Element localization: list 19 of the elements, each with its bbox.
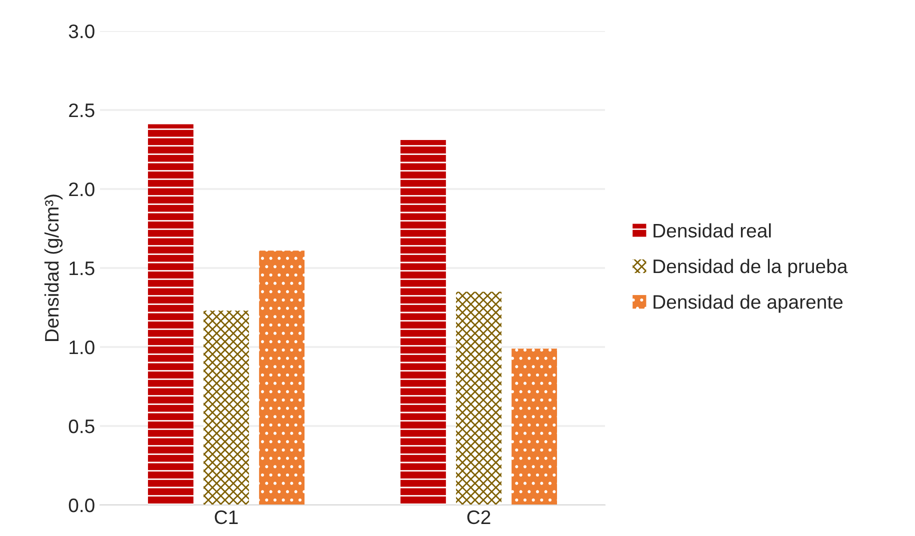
x-tick-label: C1 (214, 510, 238, 524)
bar (456, 292, 502, 505)
y-tick-label: 1.0 (70, 340, 94, 354)
bar (400, 140, 446, 505)
bar (204, 310, 249, 505)
y-tick-label: 2.0 (69, 182, 94, 196)
y-tick-label: 0.5 (68, 419, 94, 434)
y-tick-label: 1.5 (70, 262, 94, 276)
y-tick-label: 0.0 (68, 498, 94, 512)
y-axis-title: Densidad (g/cm³) (44, 194, 63, 341)
legend-label: Densidad de la prueba (654, 258, 848, 278)
y-tick-label: 2.5 (69, 103, 94, 118)
bar (148, 124, 194, 505)
legend-label: Densidad real (654, 223, 771, 238)
y-tick-label: 3.0 (68, 24, 94, 38)
x-tick-label: C2 (467, 510, 490, 524)
legend-label: Densidad de aparente (654, 294, 843, 313)
bar (259, 250, 305, 505)
bar (512, 348, 558, 505)
